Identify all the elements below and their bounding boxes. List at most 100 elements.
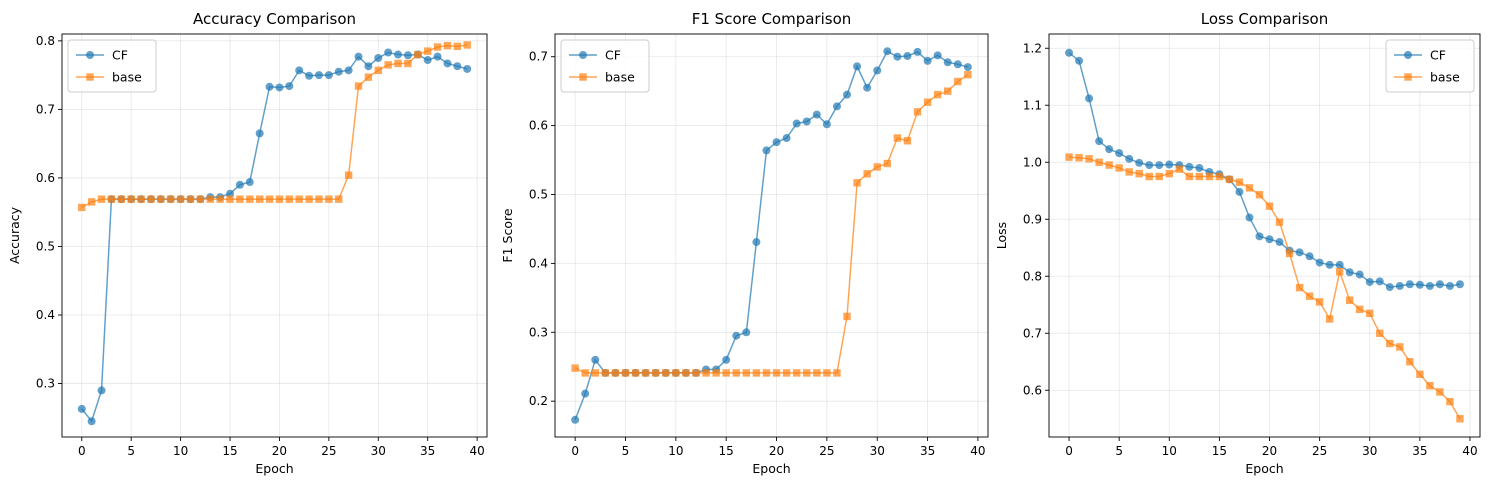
data-point-base bbox=[742, 369, 751, 377]
data-point-base bbox=[601, 369, 610, 377]
data-point-base bbox=[933, 90, 942, 99]
x-tick-label: 25 bbox=[819, 444, 834, 458]
data-point-cf bbox=[364, 62, 373, 71]
data-point-cf bbox=[275, 83, 284, 92]
x-tick-label: 15 bbox=[719, 444, 734, 458]
data-point-base bbox=[1105, 161, 1113, 169]
data-point-cf bbox=[1115, 149, 1124, 158]
x-tick-label: 20 bbox=[272, 444, 287, 458]
y-tick-label: 0.6 bbox=[1023, 383, 1042, 397]
data-point-base bbox=[127, 195, 135, 203]
data-point-cf bbox=[354, 52, 363, 61]
legend-label-cf: CF bbox=[605, 48, 621, 63]
series-line-cf bbox=[81, 51, 468, 423]
data-point-base bbox=[117, 195, 126, 203]
x-tick-label: 15 bbox=[222, 444, 237, 458]
data-point-base bbox=[772, 369, 781, 377]
y-axis-label: Loss bbox=[994, 222, 1009, 249]
data-point-cf bbox=[1445, 281, 1454, 290]
data-point-base bbox=[1275, 218, 1284, 226]
y-tick-label: 0.2 bbox=[529, 394, 548, 408]
data-point-base bbox=[1175, 165, 1184, 173]
data-point-cf bbox=[943, 58, 952, 67]
data-point-cf bbox=[873, 66, 882, 75]
data-point-base bbox=[571, 364, 579, 372]
data-point-cf bbox=[1085, 94, 1094, 103]
data-point-base bbox=[157, 195, 165, 203]
data-point-base bbox=[1416, 370, 1424, 378]
x-tick-label: 10 bbox=[1162, 444, 1177, 458]
chart-2: 0 5 10 15 20 25 30 35 40 0.6 0.7 0.8 0.9 1.0 1.1 1.2 Los… bbox=[994, 10, 1481, 476]
data-point-base bbox=[226, 195, 234, 203]
data-point-base bbox=[782, 369, 791, 377]
data-point-base bbox=[246, 195, 254, 203]
x-tick-label: 30 bbox=[870, 444, 885, 458]
x-tick-label: 15 bbox=[1212, 444, 1227, 458]
data-point-base bbox=[176, 195, 185, 203]
data-point-base bbox=[702, 369, 710, 377]
data-point-cf bbox=[463, 64, 472, 73]
data-point-base bbox=[1406, 358, 1414, 366]
data-point-base bbox=[954, 77, 962, 86]
data-point-base bbox=[1285, 249, 1294, 258]
data-point-cf bbox=[334, 67, 343, 76]
data-point-base bbox=[964, 70, 972, 79]
chart-title: F1 Score Comparison bbox=[692, 10, 852, 28]
data-point-base bbox=[631, 369, 640, 377]
x-tick-label: 30 bbox=[371, 444, 386, 458]
data-point-base bbox=[1135, 169, 1143, 178]
y-tick-label: 0.8 bbox=[1023, 269, 1042, 283]
legend-label-base: base bbox=[1430, 70, 1460, 85]
data-point-cf bbox=[305, 71, 314, 80]
data-point-base bbox=[1065, 153, 1073, 161]
data-point-cf bbox=[933, 51, 942, 60]
data-point-cf bbox=[953, 60, 962, 69]
y-tick-label: 0.3 bbox=[36, 377, 55, 391]
x-tick-label: 35 bbox=[420, 444, 435, 458]
y-tick-label: 0.8 bbox=[36, 34, 55, 48]
data-point-cf bbox=[1295, 248, 1304, 257]
data-point-cf bbox=[1255, 232, 1264, 241]
data-point-base bbox=[581, 369, 589, 377]
data-point-base bbox=[216, 195, 224, 203]
data-point-base bbox=[443, 41, 452, 50]
chart-title: Loss Comparison bbox=[1201, 10, 1328, 28]
data-point-base bbox=[1376, 329, 1384, 337]
data-point-base bbox=[903, 137, 912, 145]
data-point-base bbox=[236, 195, 244, 203]
y-tick-label: 0.3 bbox=[529, 325, 548, 339]
series-line-base bbox=[574, 74, 969, 374]
legend-label-base: base bbox=[605, 70, 635, 85]
data-point-cf bbox=[1455, 280, 1464, 289]
data-point-base bbox=[433, 43, 442, 51]
series-line-base bbox=[1069, 156, 1461, 420]
data-point-base bbox=[384, 61, 392, 69]
x-tick-label: 20 bbox=[1262, 444, 1277, 458]
data-point-cf bbox=[1075, 56, 1084, 65]
data-point-base bbox=[255, 195, 264, 203]
data-point-base bbox=[265, 195, 274, 203]
data-point-cf bbox=[394, 50, 403, 59]
data-point-base bbox=[1235, 178, 1244, 186]
x-tick-label: 0 bbox=[1065, 444, 1073, 458]
data-point-cf bbox=[742, 328, 751, 337]
data-point-base bbox=[206, 195, 214, 203]
x-tick-label: 25 bbox=[321, 444, 336, 458]
data-point-base bbox=[315, 195, 323, 203]
data-point-base bbox=[803, 369, 811, 377]
data-point-base bbox=[1115, 164, 1123, 172]
data-point-base bbox=[1366, 309, 1374, 318]
plot-frame bbox=[1048, 33, 1481, 438]
data-point-cf bbox=[792, 119, 801, 128]
data-point-base bbox=[853, 179, 861, 187]
data-point-base bbox=[621, 369, 630, 377]
data-point-cf bbox=[245, 178, 254, 187]
data-point-cf bbox=[1165, 160, 1174, 169]
data-point-base bbox=[1305, 292, 1314, 300]
data-point-base bbox=[1145, 172, 1153, 181]
data-point-base bbox=[823, 369, 831, 377]
series-line-cf bbox=[1068, 52, 1461, 288]
legend: CF base bbox=[1385, 39, 1475, 93]
data-point-base bbox=[167, 195, 175, 203]
chart-title: Accuracy Comparison bbox=[193, 10, 356, 28]
